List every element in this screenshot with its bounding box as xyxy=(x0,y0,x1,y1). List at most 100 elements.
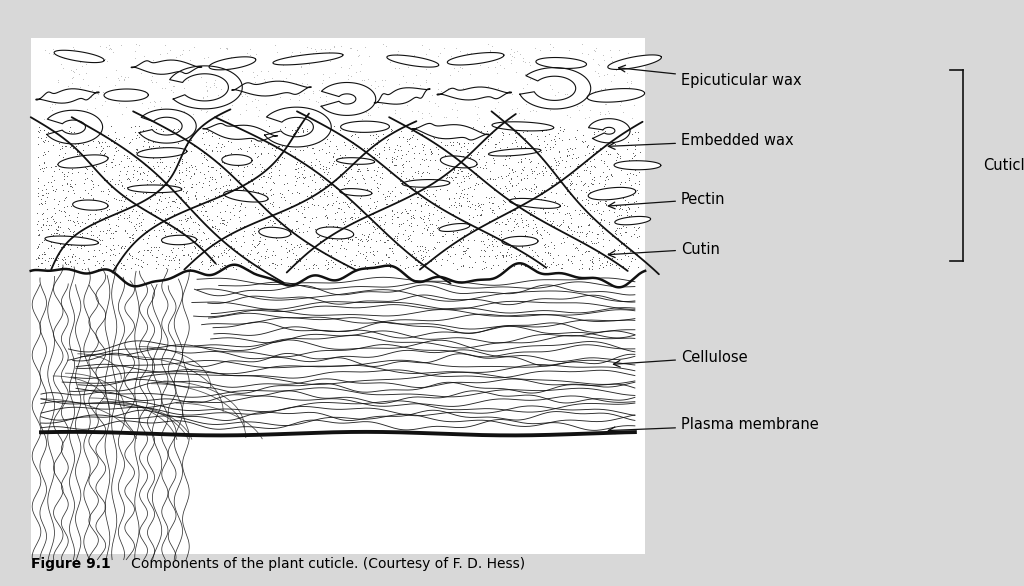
Point xyxy=(102,224,119,233)
Point xyxy=(62,93,79,102)
Point xyxy=(108,133,124,142)
Point xyxy=(183,254,200,263)
Point xyxy=(85,195,101,204)
Point xyxy=(456,247,472,256)
Point xyxy=(286,243,302,252)
Point xyxy=(475,176,492,185)
Point xyxy=(347,130,364,139)
Point xyxy=(232,216,249,226)
Point xyxy=(572,221,589,230)
Point xyxy=(440,124,457,133)
Point xyxy=(564,153,581,162)
Point xyxy=(375,189,391,198)
Point xyxy=(359,231,376,241)
Point xyxy=(287,255,303,264)
Point xyxy=(285,227,301,237)
Point xyxy=(597,109,613,118)
Point xyxy=(564,251,581,261)
Point xyxy=(280,102,296,111)
Point xyxy=(310,200,327,210)
Point xyxy=(348,153,365,162)
Point xyxy=(147,252,164,261)
Point xyxy=(144,250,161,260)
Point xyxy=(444,140,461,149)
Point xyxy=(553,264,569,273)
Point xyxy=(455,52,471,62)
Point xyxy=(319,257,336,267)
Point xyxy=(158,203,174,212)
Point xyxy=(133,261,150,270)
Point xyxy=(431,165,447,174)
Point xyxy=(62,161,79,170)
Point xyxy=(129,145,145,155)
Point xyxy=(407,125,423,134)
Point xyxy=(509,209,525,218)
Point xyxy=(394,132,411,141)
Point xyxy=(31,230,47,240)
Point xyxy=(392,126,409,135)
Point xyxy=(452,236,468,245)
Point xyxy=(389,54,406,63)
Point xyxy=(392,176,409,186)
Point xyxy=(137,205,154,214)
Point xyxy=(251,261,267,271)
Point xyxy=(58,179,75,188)
Point xyxy=(392,188,409,197)
Point xyxy=(351,127,368,137)
Point xyxy=(597,199,613,208)
Point xyxy=(413,251,429,260)
Point xyxy=(540,208,556,217)
Point xyxy=(239,146,255,156)
Point xyxy=(519,173,536,183)
Point xyxy=(239,250,255,260)
Point xyxy=(294,169,310,179)
Point xyxy=(542,105,558,114)
Point xyxy=(618,210,635,220)
Point xyxy=(214,219,230,228)
Point xyxy=(152,192,168,201)
Point xyxy=(99,56,116,66)
Point xyxy=(441,163,458,173)
Point xyxy=(345,157,361,166)
Point xyxy=(99,141,116,151)
Point xyxy=(530,251,547,260)
Point xyxy=(279,237,295,247)
Point xyxy=(503,58,519,67)
Polygon shape xyxy=(536,57,587,69)
Polygon shape xyxy=(341,121,389,132)
Point xyxy=(110,179,126,189)
Point xyxy=(168,175,184,185)
Point xyxy=(181,212,198,221)
Point xyxy=(104,174,121,183)
Point xyxy=(204,223,220,232)
Point xyxy=(118,169,134,179)
Point xyxy=(40,127,56,137)
Point xyxy=(557,70,573,80)
Point xyxy=(601,217,617,227)
Point xyxy=(403,133,420,142)
Point xyxy=(430,144,446,154)
Point xyxy=(415,142,431,152)
Point xyxy=(104,229,121,238)
Point xyxy=(366,153,382,162)
Point xyxy=(340,187,356,196)
Point xyxy=(166,81,182,91)
Point xyxy=(223,185,240,194)
Point xyxy=(391,113,408,122)
Point xyxy=(233,89,250,98)
Point xyxy=(193,199,209,208)
Polygon shape xyxy=(588,188,636,200)
Point xyxy=(573,250,590,259)
Point xyxy=(282,84,298,93)
Point xyxy=(333,204,349,213)
Point xyxy=(193,240,209,250)
Point xyxy=(67,179,83,188)
Point xyxy=(521,145,538,155)
Point xyxy=(582,105,598,114)
Point xyxy=(35,214,51,224)
Point xyxy=(252,261,268,270)
Point xyxy=(345,209,361,218)
Point xyxy=(30,253,46,263)
Point xyxy=(567,205,584,214)
Point xyxy=(263,250,280,260)
